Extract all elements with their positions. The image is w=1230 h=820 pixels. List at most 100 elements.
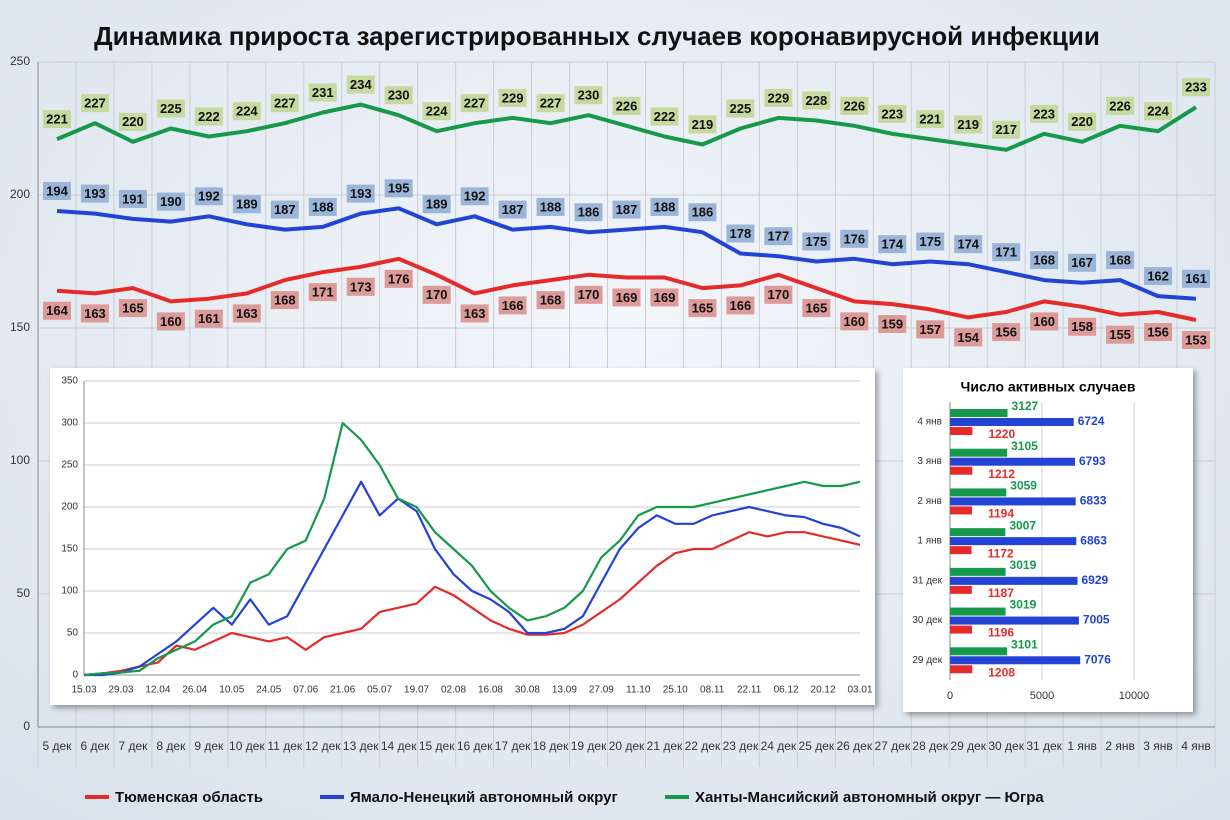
y-tick-label: 2 янв (917, 496, 942, 507)
data-label: 1196 (988, 626, 1014, 640)
x-tick-label: 1 янв (1067, 739, 1097, 753)
data-label: 226 (1109, 98, 1131, 113)
x-tick-label: 20 дек (609, 739, 645, 753)
data-label: 193 (350, 186, 372, 201)
data-label: 226 (843, 98, 865, 113)
data-label-box (156, 99, 185, 118)
bar (950, 427, 973, 435)
data-label-box (536, 94, 565, 113)
bar (950, 665, 973, 674)
data-label: 6863 (1080, 533, 1107, 547)
x-tick-label: 10 дек (229, 739, 265, 753)
data-label-box (118, 112, 147, 131)
data-label: 160 (1033, 314, 1055, 329)
x-tick-label: 31 дек (1026, 739, 1062, 753)
data-label: 161 (1185, 271, 1207, 286)
x-tick-label: 7 дек (118, 739, 148, 753)
data-label: 219 (692, 117, 714, 132)
data-label: 161 (198, 311, 220, 326)
data-label-box (764, 227, 793, 246)
legend-label: Ямало-Ненецкий автономный округ (350, 789, 618, 806)
x-tick-label: 15.03 (71, 685, 96, 696)
data-label-box (1030, 104, 1059, 123)
bar (950, 576, 1078, 585)
data-label: 1212 (988, 467, 1015, 481)
data-label: 157 (919, 322, 941, 337)
y-tick-label: 1 янв (917, 536, 942, 547)
data-label-box (422, 102, 451, 121)
data-label-box (42, 301, 71, 320)
data-label: 186 (578, 205, 600, 220)
x-tick-label: 02.08 (441, 685, 466, 696)
x-tick-label: 4 янв (1181, 739, 1211, 753)
y-tick-label: 250 (61, 460, 78, 471)
data-label-box (460, 304, 489, 323)
data-label: 6724 (1078, 414, 1105, 428)
data-label-box (840, 229, 869, 248)
data-label-box (612, 288, 641, 307)
y-tick-label: 3 янв (917, 456, 942, 467)
x-tick-label: 26.04 (182, 685, 207, 696)
data-label-box (802, 91, 831, 110)
x-tick-label: 07.06 (293, 685, 318, 696)
data-label-box (802, 299, 831, 318)
data-label-box (118, 189, 147, 208)
data-label: 189 (426, 197, 448, 212)
data-label: 154 (957, 330, 979, 345)
data-label: 176 (388, 271, 410, 286)
series-line (56, 102, 1198, 152)
data-label-box (80, 304, 109, 323)
x-tick-label: 22 дек (685, 739, 721, 753)
data-label-box (1144, 102, 1173, 121)
data-label-box (840, 96, 869, 115)
x-tick-label: 03.01 (847, 685, 872, 696)
data-label: 169 (654, 290, 676, 305)
y-tick-label: 100 (10, 453, 30, 467)
data-label: 6793 (1079, 454, 1106, 468)
data-label-box (308, 83, 337, 102)
data-label-box (156, 312, 185, 331)
data-label: 163 (464, 306, 486, 321)
data-label-box (612, 96, 641, 115)
data-label-box (1106, 325, 1135, 344)
data-label: 224 (1147, 104, 1169, 119)
x-tick-label: 20.12 (811, 685, 836, 696)
x-tick-label: 11 дек (267, 739, 302, 753)
bar (950, 616, 1079, 625)
data-label: 167 (1071, 255, 1093, 270)
y-tick-label: 50 (67, 628, 79, 639)
data-label: 177 (768, 229, 790, 244)
data-label: 160 (843, 314, 865, 329)
bar (950, 656, 1081, 665)
data-label-box (1182, 331, 1211, 350)
data-label-box (726, 99, 755, 118)
bar (950, 488, 1007, 497)
data-label: 170 (578, 287, 600, 302)
data-label-box (194, 309, 223, 328)
data-label: 158 (1071, 319, 1093, 334)
data-label: 1220 (988, 427, 1015, 441)
data-label: 227 (84, 96, 106, 111)
y-tick-label: 30 дек (912, 615, 942, 626)
data-label: 1187 (988, 586, 1014, 600)
y-tick-label: 4 янв (917, 416, 942, 427)
data-label: 219 (957, 117, 979, 132)
x-tick-label: 06.12 (774, 685, 799, 696)
data-label-box (308, 197, 337, 216)
x-tick-label: 27 дек (874, 739, 910, 753)
x-tick-label: 10000 (1119, 690, 1150, 702)
x-tick-label: 13.09 (552, 685, 577, 696)
data-label-box (536, 291, 565, 310)
data-label: 3101 (1011, 637, 1038, 651)
data-label-box (422, 285, 451, 304)
data-label: 1172 (988, 546, 1014, 560)
data-label-box (384, 179, 413, 198)
data-label: 224 (426, 104, 448, 119)
x-tick-label: 16 дек (457, 739, 493, 753)
data-label: 170 (768, 287, 790, 302)
data-label-box (270, 291, 299, 310)
data-label-box (270, 200, 299, 219)
data-label: 166 (502, 298, 524, 313)
y-tick-label: 0 (72, 670, 78, 681)
data-label: 187 (502, 202, 524, 217)
